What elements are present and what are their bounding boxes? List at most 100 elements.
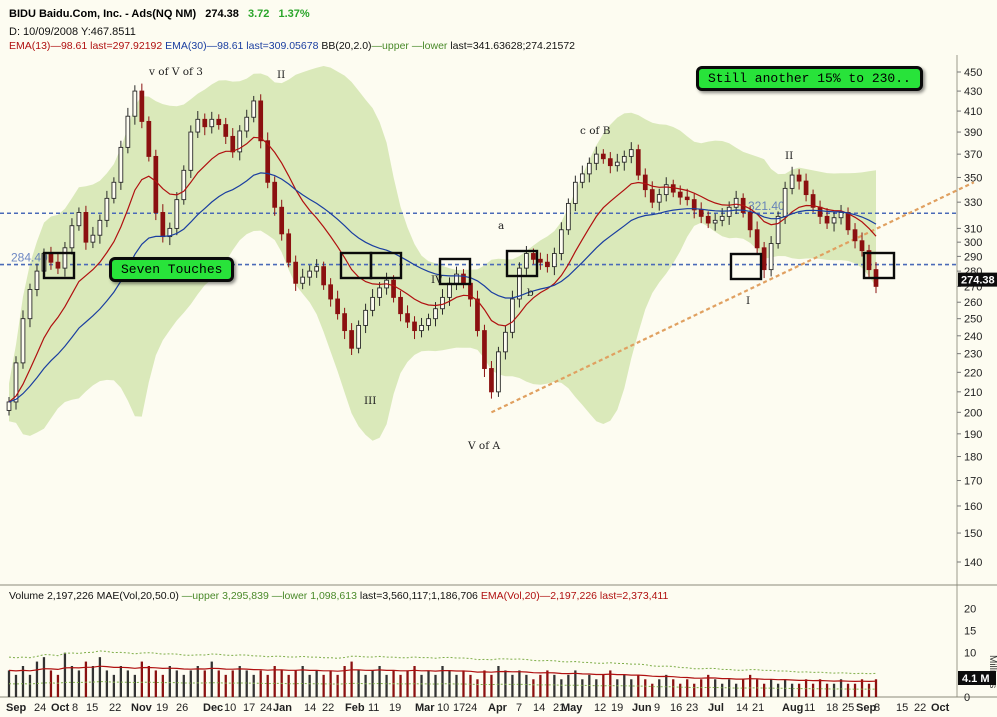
candle-body xyxy=(503,331,508,353)
last-price-box xyxy=(958,272,997,287)
candle-body xyxy=(593,153,599,164)
candle-body xyxy=(531,253,536,260)
price-tick-label: 190 xyxy=(964,429,982,441)
candle xyxy=(195,111,201,138)
price-tick-label: 230 xyxy=(964,349,982,361)
candle xyxy=(286,228,292,268)
candle-body xyxy=(237,130,243,153)
candle xyxy=(13,356,19,410)
candle-body xyxy=(132,90,138,117)
candle-body xyxy=(90,234,96,243)
candle-body xyxy=(440,296,445,310)
ema13-values: 98.61 last=297.92192 xyxy=(60,40,163,52)
candle-body xyxy=(684,196,690,201)
mae-upper-line xyxy=(8,650,877,675)
candle xyxy=(426,313,431,331)
candle xyxy=(55,253,61,275)
ema13-label: EMA(13) xyxy=(9,40,51,52)
candle-body xyxy=(209,118,215,128)
candle xyxy=(293,255,299,291)
candle xyxy=(656,188,662,211)
level-label-1: 321.40 xyxy=(748,199,785,213)
price-tick-label: 390 xyxy=(964,127,982,139)
date-tick-label: 8 xyxy=(874,702,880,714)
candle-body xyxy=(817,206,823,217)
candle xyxy=(188,125,194,178)
candle xyxy=(328,278,333,307)
candle xyxy=(272,176,278,216)
candle xyxy=(83,205,89,250)
bb-lower-label: lower xyxy=(422,40,448,52)
candle xyxy=(754,221,760,254)
price-tick-label: 430 xyxy=(964,86,982,98)
candle-body xyxy=(76,212,82,227)
candle xyxy=(321,261,326,290)
candle xyxy=(789,166,795,195)
candle xyxy=(489,361,494,399)
ema-layer xyxy=(8,136,877,403)
candle-body xyxy=(258,100,264,142)
touch-box-2 xyxy=(369,251,403,280)
date-tick-label: Sep xyxy=(6,702,26,714)
candle xyxy=(27,283,33,328)
date-tick-label: 7 xyxy=(516,702,522,714)
wave-label-4: V of A xyxy=(467,440,500,452)
price-tick-label: 180 xyxy=(964,452,982,464)
candle-body xyxy=(475,298,480,332)
price-tick-label: 450 xyxy=(964,67,982,79)
price-tick-label: 250 xyxy=(964,314,982,326)
candle xyxy=(579,165,585,189)
candle-body xyxy=(153,155,159,213)
ema30-line xyxy=(8,172,877,403)
candle-body xyxy=(279,206,285,235)
candle-body xyxy=(719,215,725,221)
candle-body xyxy=(552,253,557,268)
candle xyxy=(34,263,40,297)
candle xyxy=(552,247,557,276)
candle-body xyxy=(377,287,382,298)
candle xyxy=(412,316,417,340)
date-tick-label: 22 xyxy=(914,702,926,714)
candle xyxy=(167,222,173,246)
candle xyxy=(342,307,347,340)
candle xyxy=(405,305,410,328)
candle xyxy=(202,113,208,136)
volume-panel: 05101520Millions4.1 M xyxy=(7,603,997,704)
candle-body xyxy=(754,229,760,249)
date-tick-label: 11 xyxy=(368,702,379,714)
candle-body xyxy=(733,197,739,208)
mae-lower: lower 1,098,613 xyxy=(282,590,357,602)
candle-body xyxy=(202,118,208,128)
candle-body xyxy=(251,100,257,118)
candle xyxy=(174,192,180,236)
date-tick-label: 24 xyxy=(465,702,477,714)
candle xyxy=(363,303,368,334)
candle-body xyxy=(705,215,711,224)
candle xyxy=(244,109,250,138)
candle xyxy=(20,310,26,369)
price-tick-label: 350 xyxy=(964,172,982,184)
chart-title-line: BIDU Baidu.Com, Inc. - Ads(NQ NM) 274.38… xyxy=(9,8,310,21)
candle-body xyxy=(125,115,131,148)
mae-label: MAE(Vol,20,50.0) xyxy=(96,590,179,602)
candle xyxy=(300,268,306,290)
candle-body xyxy=(328,284,333,300)
bb-values: last=341.63628;274.21572 xyxy=(450,40,576,52)
wave-label-3: IV xyxy=(431,274,443,286)
vol-ema-label: EMA(Vol,20) xyxy=(480,590,540,602)
date-tick-label: Nov xyxy=(131,702,153,714)
date-tick-label: Oct xyxy=(931,702,950,714)
candle-body xyxy=(691,199,697,211)
date-tick-label: 10 xyxy=(437,702,449,714)
candle-body xyxy=(642,174,648,191)
date-tick-label: Dec xyxy=(203,702,223,714)
date-tick-label: Sep xyxy=(856,702,876,714)
candle xyxy=(209,111,215,134)
volume-ema-line xyxy=(8,665,877,683)
candle xyxy=(104,190,110,228)
price-tick-label: 150 xyxy=(964,528,982,540)
date-tick-label: 12 xyxy=(594,702,606,714)
candle-body xyxy=(412,321,417,332)
candle xyxy=(398,290,403,322)
date-tick-label: Aug xyxy=(782,702,803,714)
